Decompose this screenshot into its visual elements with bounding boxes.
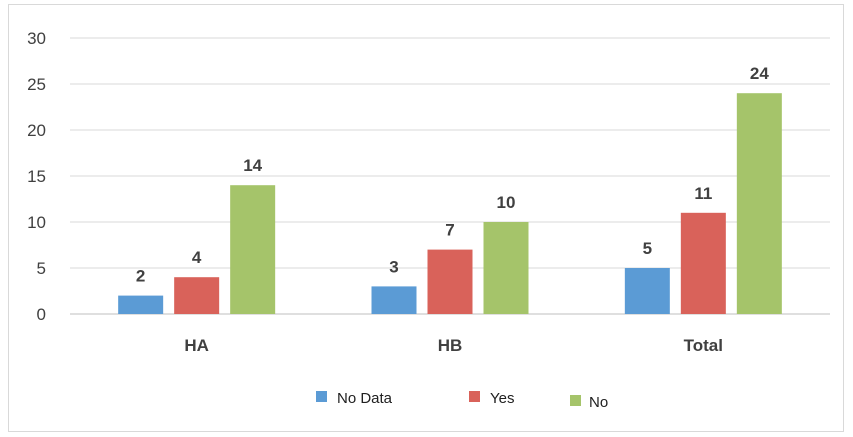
x-category-label: HB	[438, 336, 463, 355]
data-label: 5	[643, 239, 652, 258]
bar-no-data-hb	[371, 286, 417, 314]
bar-no-hb	[483, 222, 529, 314]
y-tick-label: 25	[27, 75, 46, 94]
y-tick-label: 30	[27, 29, 46, 48]
y-tick-label: 15	[27, 167, 46, 186]
y-tick-label: 20	[27, 121, 46, 140]
y-tick-label: 5	[37, 259, 46, 278]
legend-label: No Data	[337, 390, 393, 407]
bar-yes-total	[680, 212, 726, 314]
bars	[118, 93, 782, 314]
x-category-label: HA	[184, 336, 209, 355]
data-label: 10	[497, 193, 516, 212]
bar-no-ha	[230, 185, 276, 314]
data-label: 11	[694, 184, 712, 203]
bar-no-total	[736, 93, 782, 314]
bar-no-data-ha	[118, 295, 164, 314]
legend-swatch	[570, 395, 581, 406]
data-label: 7	[445, 221, 454, 240]
legend-label: Yes	[490, 390, 514, 407]
bar-yes-hb	[427, 249, 473, 314]
y-tick-label: 0	[37, 305, 46, 324]
data-label: 24	[750, 64, 769, 83]
y-tick-label: 10	[27, 213, 46, 232]
data-label: 3	[389, 257, 398, 276]
bar-no-data-total	[624, 268, 670, 314]
legend-swatch	[469, 391, 480, 402]
x-category-label: Total	[684, 336, 723, 355]
legend-label: No	[589, 394, 608, 411]
x-axis-categories: HA HB Total	[184, 336, 723, 355]
data-label: 2	[136, 267, 145, 286]
bar-yes-ha	[174, 277, 220, 314]
data-label: 14	[243, 156, 262, 175]
legend: No Data Yes No	[316, 390, 608, 411]
legend-swatch	[316, 391, 327, 402]
y-axis-ticks: 0 5 10 15 20 25 30	[27, 29, 46, 324]
data-label: 4	[192, 248, 202, 267]
